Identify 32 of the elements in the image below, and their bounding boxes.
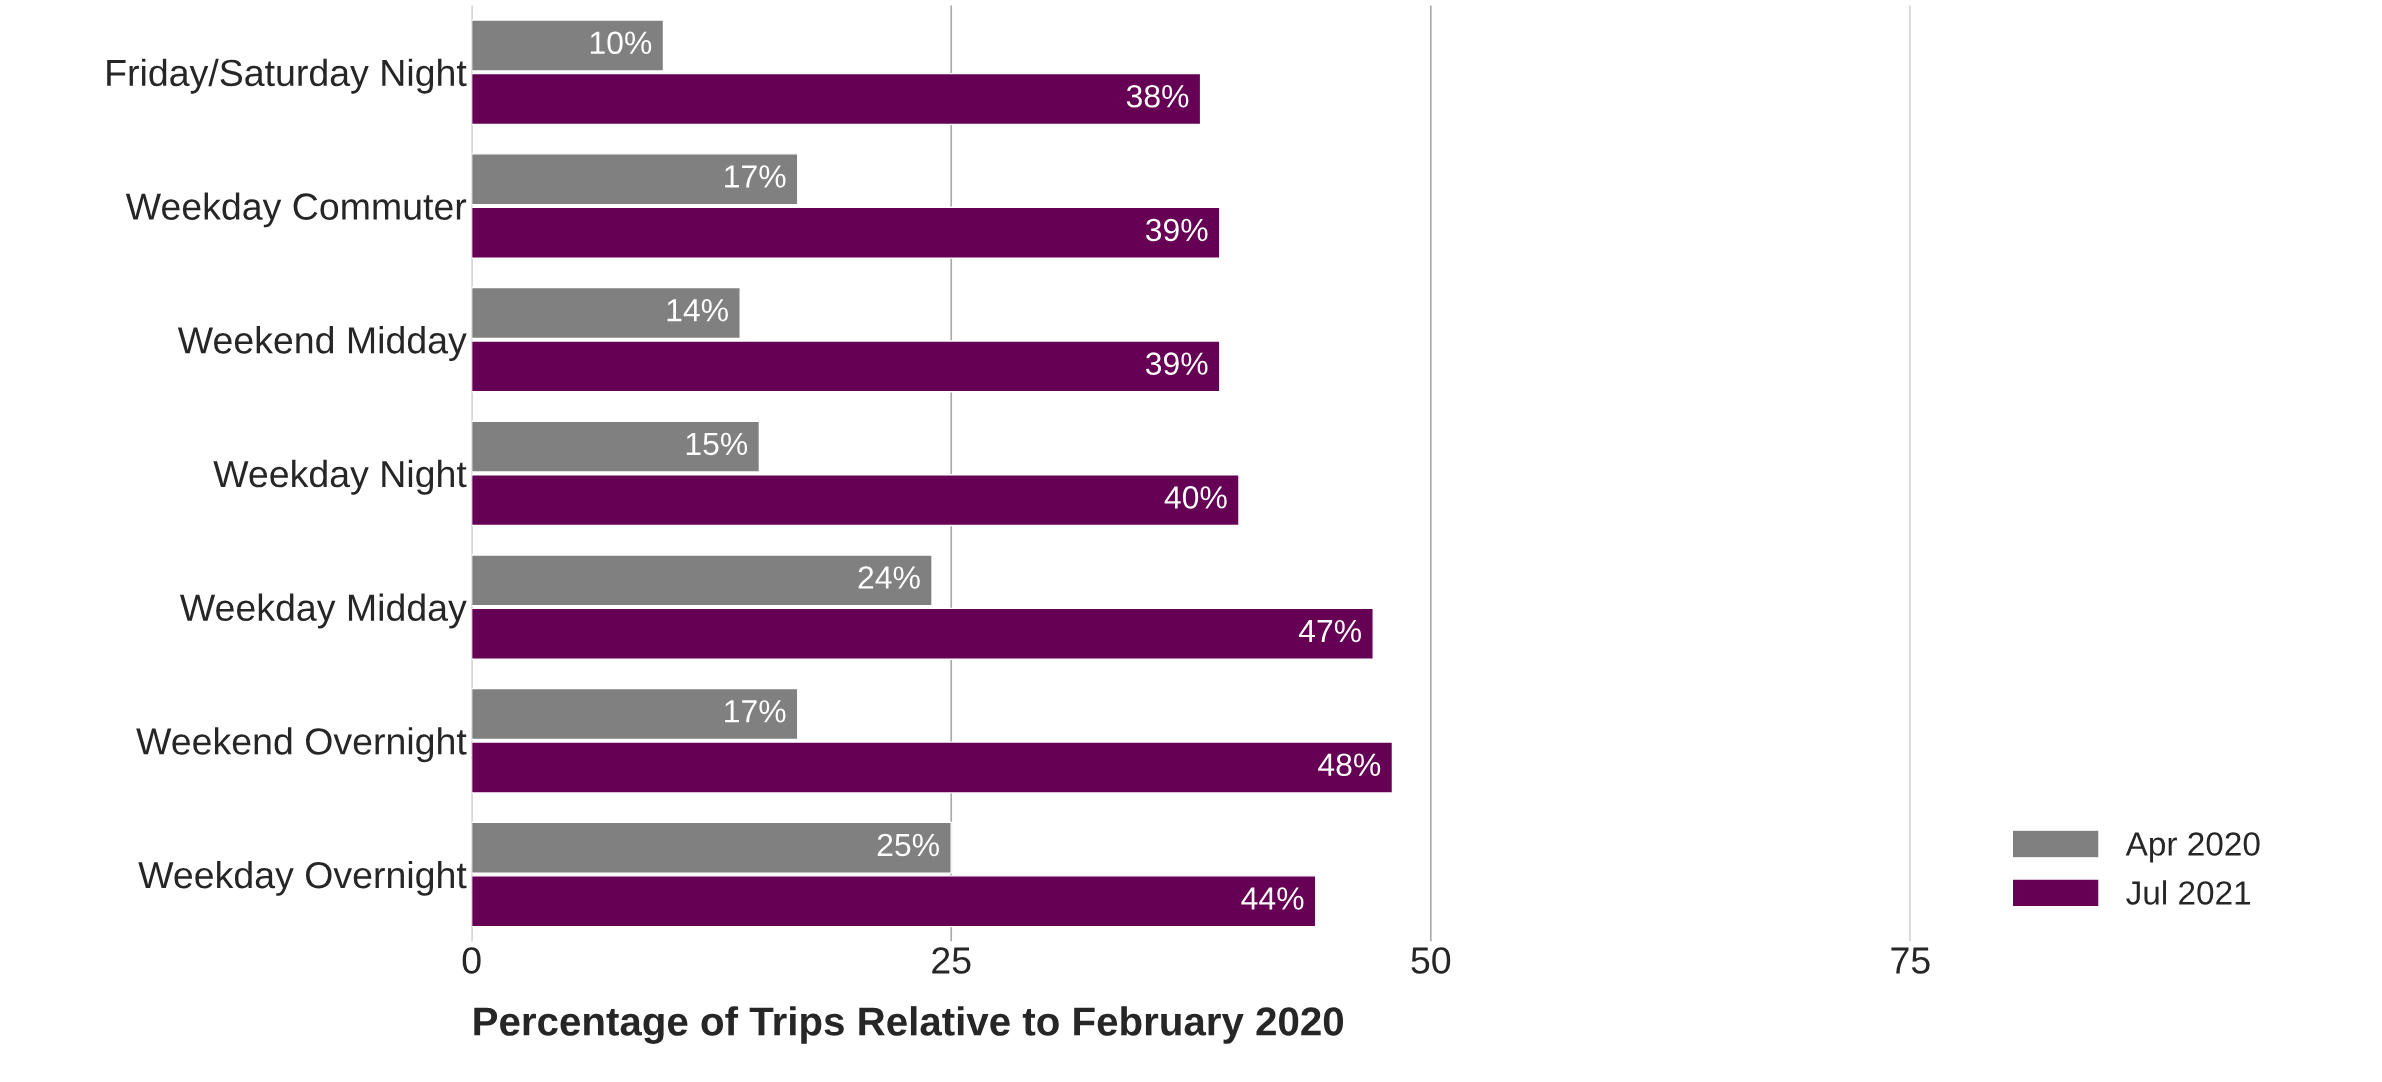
data-label: 15%: [686, 432, 748, 456]
data-label: 48%: [1318, 753, 1381, 777]
y-tick-label: Weekday Overnight: [138, 860, 467, 896]
data-label: 40%: [1164, 486, 1227, 509]
x-tick-label: 25: [932, 947, 971, 974]
x-tick-label: 0: [462, 947, 481, 974]
y-tick-label: Weekday Commuter: [125, 192, 467, 228]
y-tick-label: Weekday Midday: [179, 593, 467, 629]
legend-label: Apr 2020: [2125, 832, 2260, 863]
legend-label: Jul 2021: [2126, 880, 2251, 905]
data-label: 47%: [1298, 619, 1361, 643]
data-label: 44%: [1241, 887, 1304, 910]
data-label: 17%: [725, 165, 786, 188]
x-tick-label: 50: [1411, 947, 1451, 974]
y-tick-label: Weekend Overnight: [136, 727, 467, 763]
data-label: 39%: [1145, 218, 1208, 242]
data-label: 10%: [590, 31, 652, 55]
bar: [471, 153, 799, 206]
data-label: 24%: [858, 566, 920, 589]
x-axis-title: Percentage of Trips Relative to February 2020: [474, 1006, 1344, 1044]
bar: [471, 554, 933, 607]
x-tick-label: 75: [1891, 947, 1930, 974]
bar: [471, 206, 1221, 259]
data-label: 25%: [877, 833, 939, 857]
bar: [471, 607, 1374, 660]
y-tick-label: Friday/Saturday Night: [107, 58, 467, 94]
data-label: 39%: [1145, 352, 1208, 375]
data-label: 14%: [667, 299, 728, 322]
y-tick-label: Weekday Night: [213, 459, 467, 495]
y-tick-label: Weekend Midday: [177, 326, 467, 362]
data-label: 17%: [725, 700, 786, 723]
data-label: 38%: [1126, 84, 1189, 108]
